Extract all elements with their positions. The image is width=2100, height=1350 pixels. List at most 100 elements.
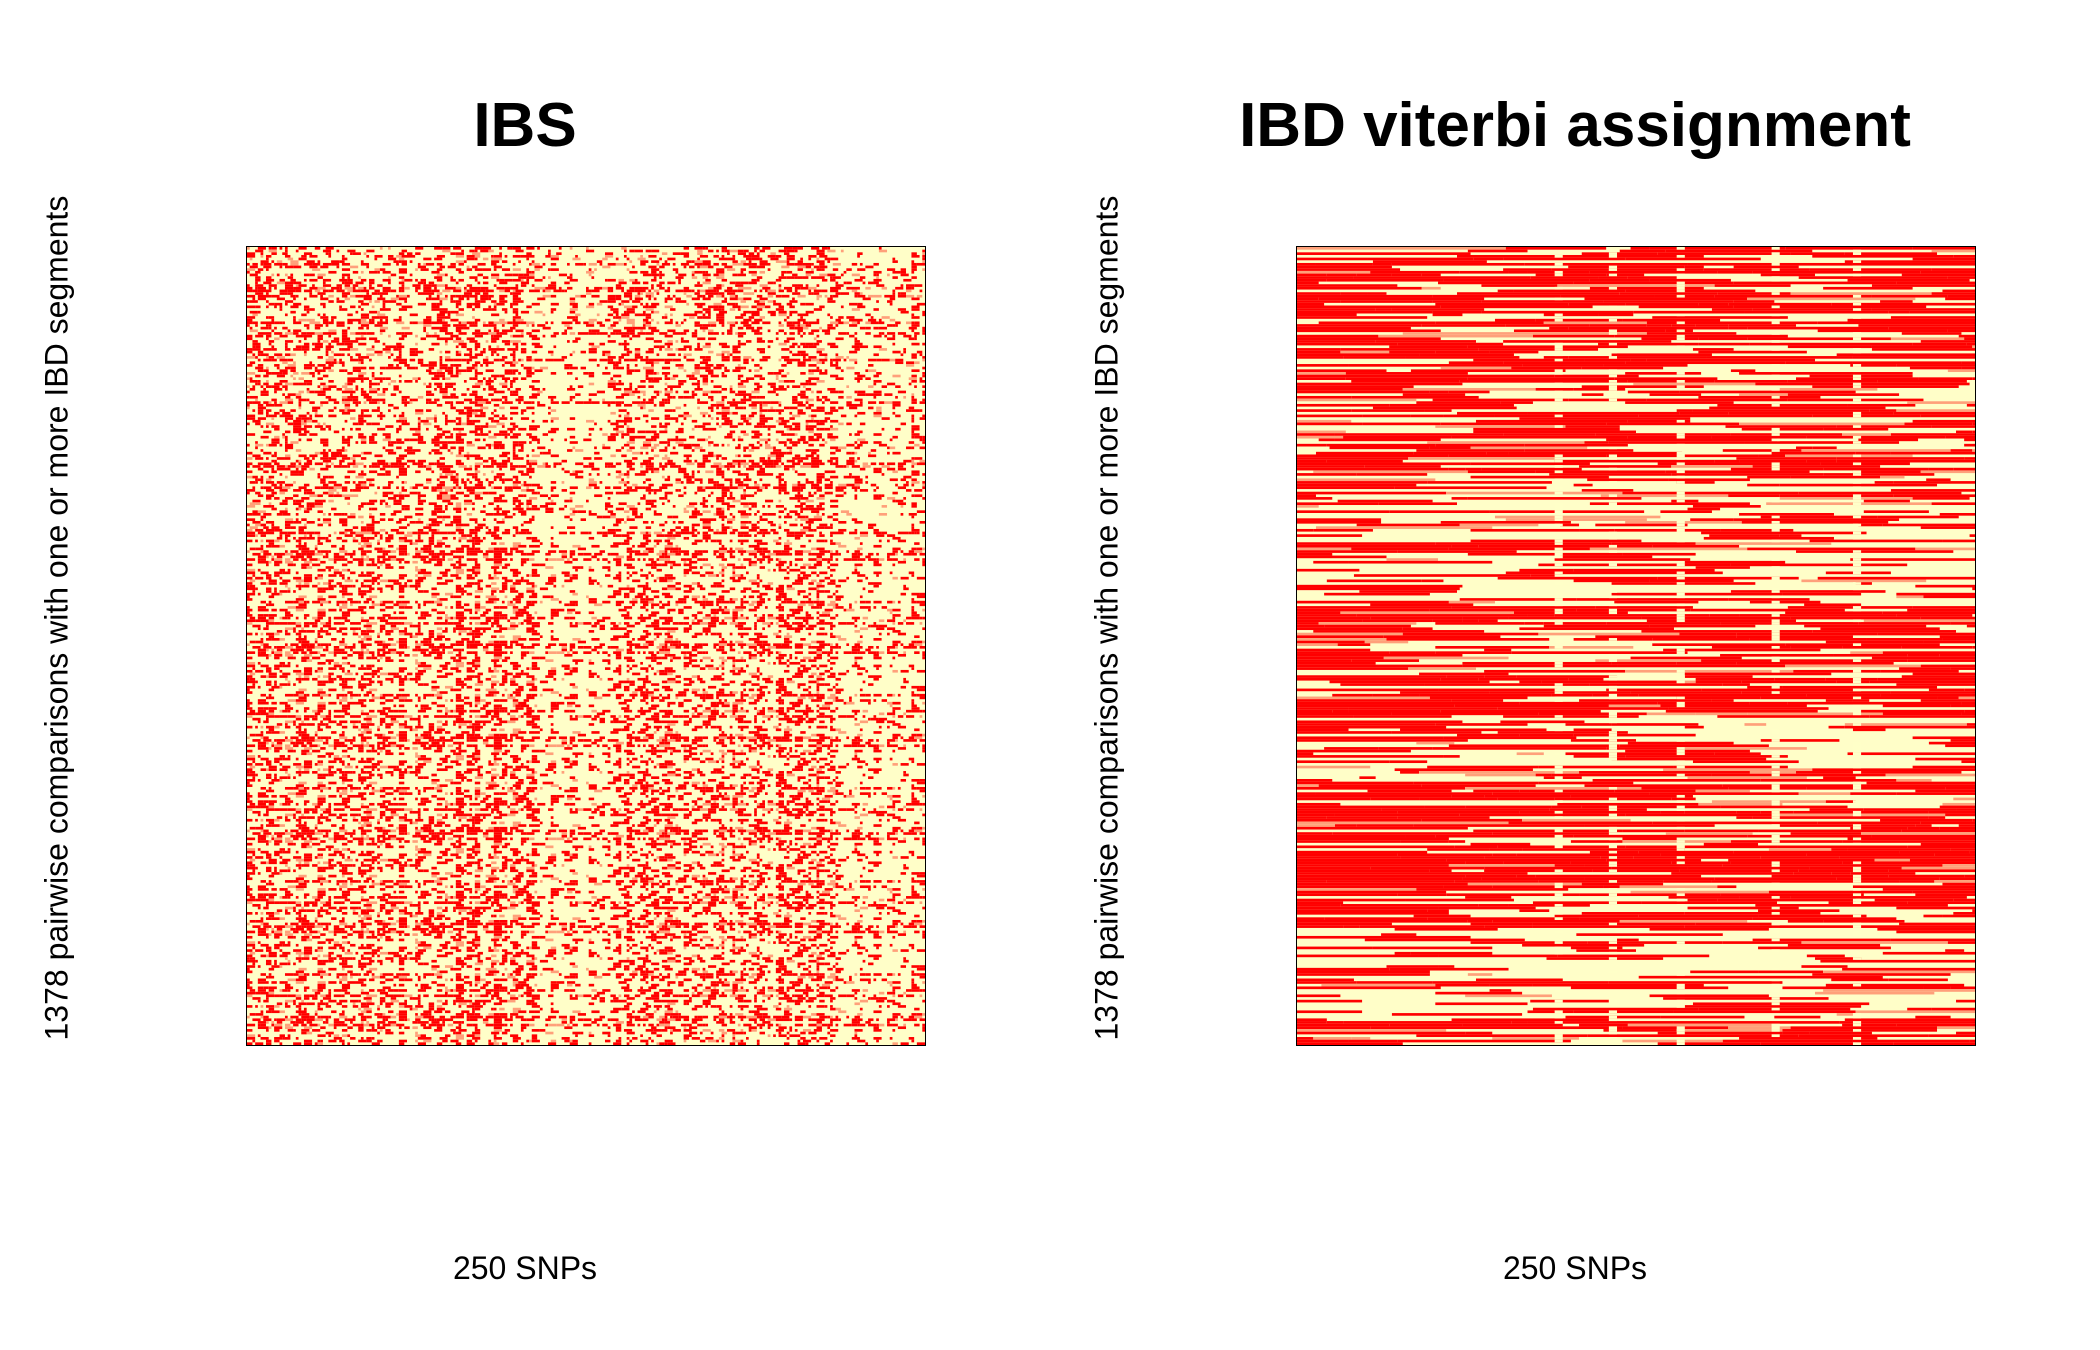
- heatmap-cell: [279, 443, 283, 447]
- heatmap-cell: [412, 284, 421, 287]
- heatmap-cell: [767, 513, 776, 516]
- heatmap-cell: [396, 438, 402, 442]
- heatmap-cell: [778, 417, 784, 420]
- heatmap-cell: [553, 358, 562, 362]
- heatmap-cell: [754, 425, 760, 428]
- heatmap-cell: [512, 300, 521, 303]
- heatmap-cell: [691, 260, 695, 263]
- heatmap-cell: [653, 390, 657, 394]
- heatmap-cell: [808, 425, 817, 428]
- heatmap-cell: [458, 321, 462, 325]
- heatmap-cell: [512, 481, 521, 484]
- heatmap-cell: [756, 308, 763, 311]
- heatmap-cell: [629, 486, 633, 490]
- heatmap-cell: [436, 294, 440, 298]
- heatmap-cell: [653, 467, 660, 471]
- heatmap-cell: [537, 390, 543, 394]
- heatmap-cell: [379, 366, 386, 370]
- heatmap-cell: [857, 438, 866, 442]
- heatmap-cell: [556, 252, 562, 255]
- heatmap-cell: [900, 310, 907, 314]
- heatmap-cell: [754, 483, 760, 487]
- heatmap-cell: [491, 313, 500, 317]
- heatmap-cell: [425, 465, 432, 468]
- heatmap-cell: [257, 350, 264, 354]
- heatmap-cell: [661, 457, 671, 460]
- heatmap-cell: [759, 350, 765, 354]
- heatmap-cell: [474, 366, 478, 370]
- heatmap-cell: [455, 260, 464, 263]
- heatmap-cell: [569, 273, 573, 277]
- heatmap-cell: [247, 414, 256, 418]
- heatmap-cell: [805, 270, 814, 274]
- heatmap-cell: [425, 297, 429, 301]
- heatmap-cell: [271, 470, 277, 474]
- heatmap-cell: [409, 438, 418, 442]
- heatmap-cell: [580, 294, 586, 298]
- heatmap-cell: [735, 284, 744, 287]
- heatmap-cell: [325, 425, 332, 428]
- heatmap-cell: [415, 507, 424, 511]
- heatmap-cell: [398, 276, 405, 279]
- heatmap-cell: [314, 505, 323, 508]
- heatmap-cell: [732, 305, 741, 309]
- heatmap-cell: [805, 302, 814, 306]
- heatmap-cell: [474, 334, 483, 338]
- heatmap-cell: [439, 308, 448, 311]
- heatmap-cell: [496, 473, 505, 476]
- heatmap-cell: [341, 539, 348, 543]
- heatmap-cell: [287, 531, 296, 535]
- heatmap-cell: [542, 387, 546, 391]
- heatmap-cell: [450, 374, 459, 378]
- heatmap-cell: [447, 372, 454, 375]
- heatmap-cell: [458, 449, 464, 452]
- heatmap-cell: [371, 292, 378, 295]
- heatmap-cell: [797, 401, 803, 404]
- heatmap-cell: [401, 254, 408, 258]
- heatmap-cell: [911, 427, 920, 431]
- heatmap-cell: [680, 528, 690, 532]
- heatmap-cell: [265, 425, 269, 428]
- heatmap-cell: [423, 284, 432, 287]
- heatmap-cell: [466, 457, 470, 460]
- heatmap-cell: [358, 276, 361, 279]
- heatmap-cell: [919, 409, 923, 412]
- heatmap-cell: [564, 281, 570, 285]
- heatmap-cell: [252, 353, 256, 357]
- heatmap-cell: [428, 518, 437, 521]
- heatmap-cell: [284, 483, 294, 487]
- heatmap-cell: [314, 411, 318, 415]
- heatmap-cell: [743, 483, 749, 487]
- heatmap-cell: [648, 348, 654, 351]
- heatmap-cell: [897, 294, 907, 298]
- heatmap-cell: [661, 528, 665, 532]
- heatmap-cell: [824, 486, 833, 490]
- heatmap-cell: [347, 409, 356, 412]
- heatmap-cell: [306, 382, 313, 386]
- heatmap-cell: [808, 403, 814, 407]
- heatmap-cell: [526, 332, 532, 335]
- heatmap-cell: [401, 289, 405, 293]
- heatmap-cell: [675, 300, 679, 303]
- heatmap-cell: [466, 443, 475, 447]
- heatmap-cell: [417, 292, 426, 295]
- heatmap-cell: [401, 332, 405, 335]
- heatmap-cell: [854, 318, 863, 322]
- heatmap-cell: [724, 465, 730, 468]
- heatmap-cell: [783, 313, 787, 317]
- heatmap-cell: [537, 465, 546, 468]
- heatmap-cell: [610, 422, 619, 426]
- heatmap-cell: [341, 262, 351, 266]
- heatmap-cell: [919, 401, 925, 404]
- heatmap-cell: [754, 247, 760, 250]
- heatmap-cell: [474, 478, 478, 482]
- heatmap-cell: [694, 247, 703, 250]
- heatmap-cell: [699, 518, 709, 521]
- heatmap-cell: [802, 326, 809, 330]
- heatmap-cell: [781, 489, 787, 492]
- heatmap-cell: [642, 305, 649, 309]
- heatmap-cell: [453, 324, 459, 327]
- heatmap-cell: [482, 292, 489, 295]
- heatmap-cell: [602, 350, 611, 354]
- heatmap-cell: [325, 462, 329, 466]
